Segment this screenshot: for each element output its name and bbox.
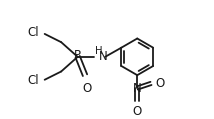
Text: N: N (99, 50, 107, 63)
Text: O: O (156, 77, 165, 90)
Text: O: O (82, 82, 91, 95)
Text: H: H (95, 46, 103, 56)
Text: O: O (133, 105, 142, 118)
Text: P: P (74, 49, 81, 62)
Text: Cl: Cl (28, 27, 39, 40)
Text: N: N (133, 82, 142, 95)
Text: Cl: Cl (28, 74, 39, 87)
